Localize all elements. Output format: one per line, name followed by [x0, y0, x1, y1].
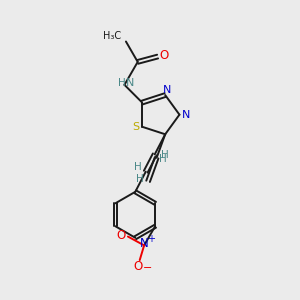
Text: H: H	[136, 174, 144, 184]
Text: H: H	[159, 154, 167, 164]
Text: H: H	[161, 150, 169, 161]
Text: N: N	[182, 110, 190, 120]
Text: H: H	[134, 162, 141, 172]
Text: H₃C: H₃C	[103, 31, 122, 41]
Text: N: N	[126, 78, 134, 88]
Text: H: H	[118, 78, 126, 88]
Text: −: −	[142, 263, 152, 273]
Text: N: N	[140, 237, 148, 250]
Text: S: S	[132, 122, 139, 132]
Text: O: O	[134, 260, 143, 273]
Text: +: +	[147, 234, 154, 244]
Text: N: N	[163, 85, 171, 95]
Text: O: O	[160, 49, 169, 62]
Text: O: O	[117, 229, 126, 242]
